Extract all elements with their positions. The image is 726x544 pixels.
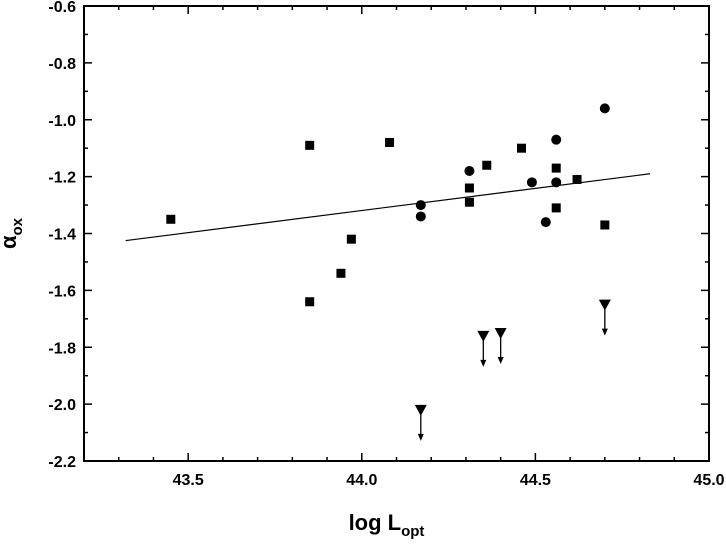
limit-arrow-head bbox=[497, 357, 504, 365]
square-point bbox=[346, 234, 356, 244]
square-point bbox=[305, 140, 315, 150]
y-axis-title: αox bbox=[0, 217, 26, 249]
y-tick-label: -1.8 bbox=[48, 340, 76, 357]
y-tick-label: -1.4 bbox=[48, 227, 76, 244]
fit-line bbox=[125, 173, 651, 242]
y-tick-label: -1.0 bbox=[48, 113, 76, 130]
circle-point bbox=[464, 165, 475, 176]
limit-arrow-head bbox=[480, 359, 487, 367]
y-tick-label: -2.0 bbox=[48, 397, 76, 414]
triangle-marker bbox=[477, 330, 490, 342]
x-tick-label: 43.5 bbox=[173, 472, 204, 489]
square-point bbox=[336, 268, 346, 278]
square-point bbox=[464, 183, 474, 193]
square-point bbox=[482, 160, 492, 170]
square-point bbox=[305, 297, 315, 307]
square-point bbox=[166, 214, 176, 224]
limit-arrow-head bbox=[601, 328, 608, 336]
upper-limit-point bbox=[494, 328, 507, 365]
circle-point bbox=[415, 200, 426, 211]
triangle-marker bbox=[494, 328, 507, 340]
x-tick-label: 45.0 bbox=[693, 472, 724, 489]
square-point bbox=[517, 143, 526, 153]
y-tick-label: -2.2 bbox=[48, 454, 76, 471]
circle-point bbox=[540, 217, 551, 228]
circle-point bbox=[415, 211, 426, 222]
triangle-marker bbox=[414, 404, 427, 416]
upper-limit-point bbox=[477, 330, 490, 367]
y-tick-label: -0.6 bbox=[48, 0, 76, 16]
circle-point bbox=[526, 177, 537, 188]
fit-line-layer bbox=[125, 173, 651, 242]
circle-point bbox=[599, 103, 610, 114]
square-point bbox=[551, 203, 561, 213]
triangle-marker bbox=[598, 299, 611, 311]
circle-point bbox=[551, 177, 562, 188]
y-tick-label: -1.2 bbox=[48, 170, 76, 187]
square-point bbox=[572, 174, 582, 184]
square-point bbox=[600, 220, 610, 230]
circle-point bbox=[551, 134, 562, 145]
upper-limit-point bbox=[414, 404, 427, 441]
limit-arrow-head bbox=[417, 433, 424, 441]
y-tick-label: -0.8 bbox=[48, 56, 76, 73]
x-tick-label: 44.5 bbox=[520, 472, 551, 489]
data-point-layer bbox=[166, 103, 611, 441]
square-point bbox=[385, 138, 395, 147]
upper-limit-point bbox=[598, 299, 611, 336]
x-axis-title: log Lopt bbox=[349, 510, 425, 540]
square-point bbox=[551, 163, 561, 173]
square-point bbox=[464, 197, 474, 207]
x-tick-label: 44.0 bbox=[346, 472, 377, 489]
y-tick-label: -1.6 bbox=[48, 283, 76, 300]
